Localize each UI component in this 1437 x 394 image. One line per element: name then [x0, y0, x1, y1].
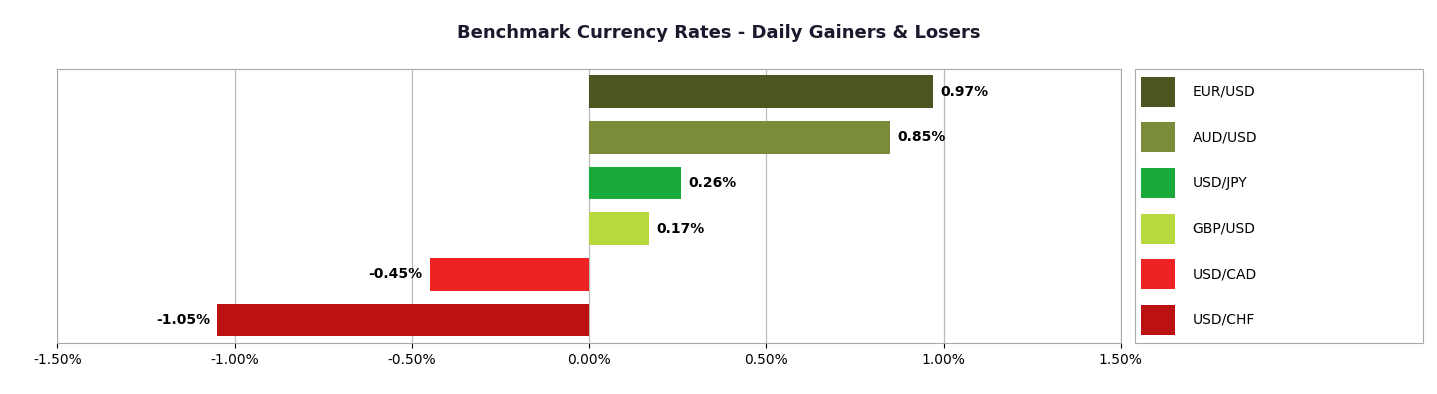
Text: 0.85%: 0.85%: [898, 130, 946, 145]
Text: 0.26%: 0.26%: [688, 176, 737, 190]
Text: 0.17%: 0.17%: [657, 222, 704, 236]
Text: USD/CHF: USD/CHF: [1193, 313, 1255, 327]
Bar: [589, 121, 891, 154]
Bar: [589, 75, 933, 108]
Text: GBP/USD: GBP/USD: [1193, 222, 1256, 236]
Bar: [430, 258, 589, 291]
Text: -0.45%: -0.45%: [368, 267, 422, 281]
Text: Benchmark Currency Rates - Daily Gainers & Losers: Benchmark Currency Rates - Daily Gainers…: [457, 24, 980, 41]
FancyBboxPatch shape: [1141, 259, 1175, 289]
Text: USD/JPY: USD/JPY: [1193, 176, 1247, 190]
Text: -1.05%: -1.05%: [155, 313, 210, 327]
Text: AUD/USD: AUD/USD: [1193, 130, 1257, 145]
Bar: [589, 167, 681, 199]
Text: USD/CAD: USD/CAD: [1193, 267, 1257, 281]
Text: EUR/USD: EUR/USD: [1193, 85, 1256, 99]
FancyBboxPatch shape: [1141, 214, 1175, 244]
Bar: [589, 212, 650, 245]
FancyBboxPatch shape: [1141, 168, 1175, 198]
Text: 0.97%: 0.97%: [940, 85, 989, 99]
FancyBboxPatch shape: [1141, 305, 1175, 335]
FancyBboxPatch shape: [1141, 77, 1175, 107]
FancyBboxPatch shape: [1141, 123, 1175, 152]
Bar: [217, 303, 589, 336]
